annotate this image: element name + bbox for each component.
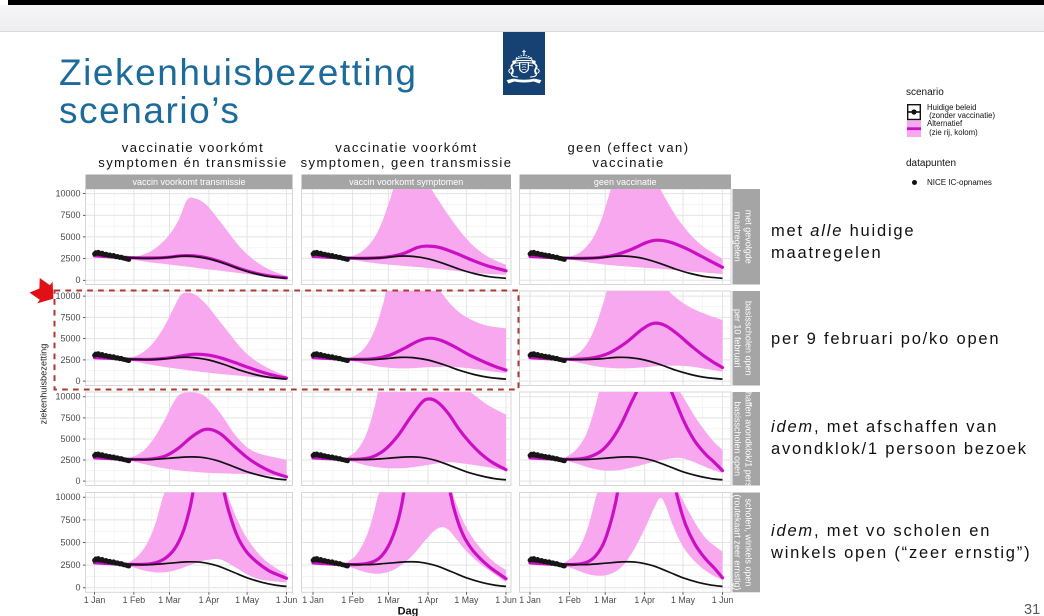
svg-text:1 Jun: 1 Jun (276, 595, 298, 605)
svg-text:met gevolgde: met gevolgde (744, 210, 754, 264)
svg-text:vaccin voorkomt transmissie: vaccin voorkomt transmissie (132, 177, 245, 187)
svg-text:2500: 2500 (60, 455, 80, 465)
svg-text:per 10 februari: per 10 februari (733, 309, 743, 368)
svg-text:geen (effect van): geen (effect van) (568, 140, 690, 155)
svg-text:1 Jun: 1 Jun (495, 595, 517, 605)
svg-text:1 May: 1 May (454, 595, 479, 605)
svg-text:7500: 7500 (60, 413, 80, 423)
svg-text:Dag: Dag (398, 606, 419, 616)
svg-text:1 Mar: 1 Mar (594, 595, 617, 605)
svg-text:10000: 10000 (55, 291, 80, 301)
svg-text:1 May: 1 May (235, 595, 260, 605)
svg-text:vaccinatie voorkómt: vaccinatie voorkómt (335, 140, 477, 155)
svg-text:2500: 2500 (60, 355, 80, 365)
svg-text:maatregelen: maatregelen (733, 212, 743, 262)
svg-text:0: 0 (75, 275, 80, 285)
svg-text:afschaffen avondklok/1 persoon: afschaffen avondklok/1 persoon (744, 375, 754, 502)
svg-text:5000: 5000 (60, 333, 80, 343)
svg-text:1 Apr: 1 Apr (634, 595, 655, 605)
svg-text:10000: 10000 (55, 392, 80, 402)
svg-text:0: 0 (75, 583, 80, 593)
svg-text:0: 0 (75, 476, 80, 486)
svg-text:(routekaart zeer ernstig): (routekaart zeer ernstig) (733, 494, 743, 590)
svg-text:5000: 5000 (60, 434, 80, 444)
svg-text:vaccinatie voorkómt: vaccinatie voorkómt (122, 140, 264, 155)
svg-text:1 Feb: 1 Feb (341, 595, 364, 605)
svg-text:1 Apr: 1 Apr (418, 595, 439, 605)
svg-text:vaccin voorkomt symptomen: vaccin voorkomt symptomen (349, 177, 463, 187)
svg-text:7500: 7500 (60, 312, 80, 322)
svg-text:5000: 5000 (60, 232, 80, 242)
svg-text:1 Apr: 1 Apr (199, 595, 220, 605)
svg-text:symptomen én transmissie: symptomen én transmissie (98, 155, 287, 170)
svg-text:1 Mar: 1 Mar (377, 595, 400, 605)
svg-text:1 Feb: 1 Feb (123, 595, 146, 605)
svg-text:1 Jan: 1 Jan (519, 595, 541, 605)
svg-text:scholen, winkels open: scholen, winkels open (744, 498, 754, 586)
svg-text:1 Jan: 1 Jan (302, 595, 324, 605)
svg-text:7500: 7500 (60, 210, 80, 220)
svg-text:0: 0 (75, 376, 80, 386)
svg-text:ziekenhuisbezetting: ziekenhuisbezetting (39, 344, 49, 425)
svg-text:basisscholen open: basisscholen open (744, 301, 754, 376)
svg-text:2500: 2500 (60, 560, 80, 570)
svg-text:2500: 2500 (60, 253, 80, 263)
svg-text:7500: 7500 (60, 515, 80, 525)
svg-text:vaccinatie: vaccinatie (592, 155, 664, 170)
svg-text:5000: 5000 (60, 537, 80, 547)
svg-text:basisscholen open: basisscholen open (733, 402, 743, 477)
svg-text:1 Feb: 1 Feb (558, 595, 581, 605)
svg-text:1 May: 1 May (671, 595, 696, 605)
svg-text:10000: 10000 (55, 492, 80, 502)
svg-text:1 Jan: 1 Jan (84, 595, 106, 605)
svg-text:10000: 10000 (55, 188, 80, 198)
svg-text:1 Jun: 1 Jun (712, 595, 734, 605)
svg-text:symptomen, geen transmissie: symptomen, geen transmissie (301, 155, 513, 170)
svg-text:1 Mar: 1 Mar (158, 595, 181, 605)
svg-text:geen vaccinatie: geen vaccinatie (594, 177, 657, 187)
